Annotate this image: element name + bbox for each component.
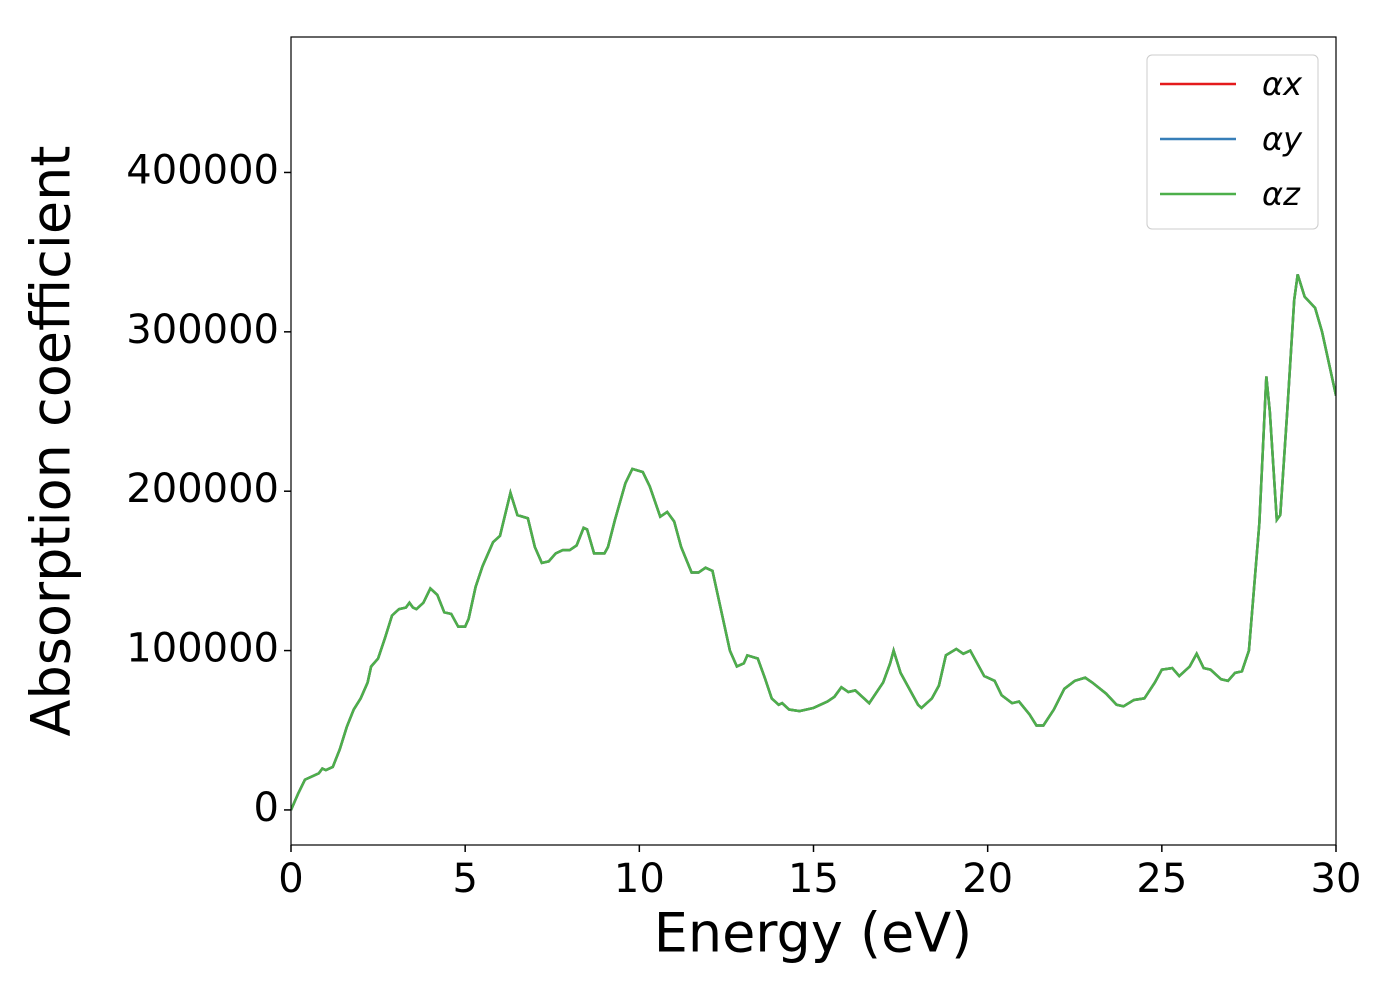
x-tick-label: 20 <box>962 856 1013 902</box>
legend-label: αy <box>1262 120 1303 158</box>
series-line <box>291 274 1336 811</box>
x-axis-label: Energy (eV) <box>654 902 973 965</box>
y-tick-label: 300000 <box>126 307 279 353</box>
x-tick-label: 30 <box>1311 856 1362 902</box>
x-tick-label: 5 <box>452 856 477 902</box>
x-tick-label: 15 <box>788 856 839 902</box>
x-tick-label: 25 <box>1136 856 1187 902</box>
y-tick-label: 200000 <box>126 466 279 512</box>
y-tick-label: 0 <box>254 785 279 831</box>
legend-box <box>1146 54 1319 230</box>
legend-label: αz <box>1262 175 1301 213</box>
y-tick-label: 100000 <box>126 626 279 672</box>
y-axis-label: Absorption coefficient <box>20 146 83 737</box>
series-line <box>291 274 1336 811</box>
series-line <box>291 274 1336 811</box>
plot-frame <box>290 36 1337 846</box>
x-tick-label: 10 <box>614 856 665 902</box>
legend-label: αx <box>1262 65 1303 103</box>
y-tick-label: 400000 <box>126 147 279 193</box>
x-tick-label: 0 <box>278 856 303 902</box>
